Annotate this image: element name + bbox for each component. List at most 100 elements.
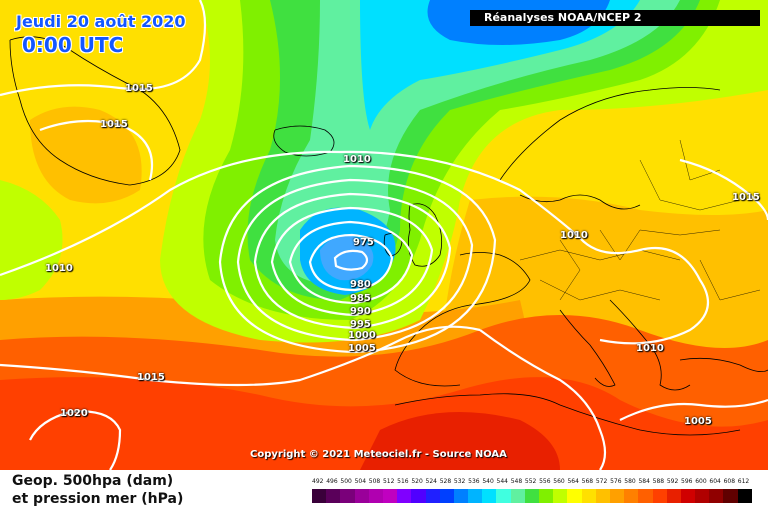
isobar-label-1015-azores: 1015 [137,372,165,383]
color-scale-label: 564 [567,478,579,485]
isobar-label-1015-greenland-south: 1015 [100,119,128,130]
isobar-label-1010-germany: 1010 [560,230,588,241]
borders-eastern-europe [639,139,761,301]
color-scale-label: 496 [326,478,338,485]
isobar-label-985: 985 [350,293,371,304]
color-scale-swatch [496,489,511,503]
isobar-1010-line-sw [479,329,607,470]
color-scale-swatch [482,489,497,503]
map-time: 0:00 UTC [22,33,124,57]
isobar-1010-line [0,150,710,345]
isobar-label-980: 980 [350,279,371,290]
color-scale-swatch [326,489,341,503]
isobar-985-line [288,220,414,305]
isobar-label-1015-greenland: 1015 [125,83,153,94]
coast-balkans-greece [609,299,691,391]
field-darkred-sahara [360,412,560,470]
coast-greenland [9,36,181,186]
isobar-1000-line [236,178,474,342]
borders-central-europe [519,229,721,301]
color-scale-swatch [624,489,639,503]
color-scale-swatch [652,489,667,503]
color-scale-swatch [312,489,327,503]
color-scale-label: 612 [737,478,750,485]
isobar-1015-line-greenland [39,119,154,181]
field-greenland-orange [30,106,142,204]
color-scale-swatch [453,489,469,503]
isobar-label-1015-russia: 1015 [732,192,760,203]
isobar-label-1000: 1000 [348,330,376,341]
color-scale-labels: 492 496 500 504 508 512 516 520 524 528 532 536 540 5… [312,478,752,487]
color-scale-label: 560 [553,478,565,485]
color-scale-swatch [737,489,752,503]
color-scale-swatch [340,489,355,503]
color-scale-label: 608 [723,478,736,485]
color-scale-label: 536 [468,478,480,485]
color-scale-label: 552 [524,478,537,485]
isobar-label-1010-west: 1010 [45,263,73,274]
isobar-label-990: 990 [350,306,371,317]
color-scale-swatch [439,489,454,503]
color-scale-label: 540 [482,478,494,485]
isobar-label-995: 995 [350,319,371,330]
color-scale-swatch [709,489,724,503]
color-scale-swatch [695,489,710,503]
color-scale-swatch [581,489,596,503]
color-scale-swatch [609,489,625,503]
isobar-1015-line-azores [0,325,481,387]
coast-italy [559,309,616,387]
coast-western-europe [394,252,531,387]
coast-turkey [679,357,768,373]
color-scale-label: 580 [624,478,636,485]
isobar-990-line [270,206,434,317]
color-scale-label: 548 [510,478,523,485]
color-scale-label: 520 [411,478,423,485]
coast-scandinavia-south [519,194,641,210]
color-scale-swatch [510,489,525,503]
field-deepred-south [0,377,768,470]
isobar-label-1005: 1005 [348,343,376,354]
color-scale-label: 528 [439,478,452,485]
color-scale-swatch [595,489,610,503]
color-scale-swatch [354,489,369,503]
color-scale-swatch [723,489,738,503]
legend-title-pressure: et pression mer (hPa) [12,491,184,507]
color-scale-swatch [680,489,696,503]
color-scale-swatch [638,489,653,503]
map-date: Jeudi 20 août 2020 [16,12,186,31]
source-banner: Réanalyses NOAA/NCEP 2 [470,10,760,26]
color-scale-swatch [468,489,483,503]
color-scale-label: 516 [397,478,409,485]
isobar-lines [0,0,768,470]
color-scale-label: 592 [666,478,679,485]
color-scale-label: 544 [496,478,508,485]
coast-north-africa [394,393,741,436]
color-scale-label: 596 [681,478,693,485]
color-scale-label: 500 [340,478,352,485]
color-scale-swatch [567,489,582,503]
color-scale-label: 556 [539,478,551,485]
color-scale-label: 572 [595,478,608,485]
isobar-1005-line-med [619,398,768,421]
color-scale-label: 524 [425,478,437,485]
color-scale-swatch [539,489,554,503]
isobar-980-line [308,233,394,292]
isobar-995-line [253,192,452,330]
color-scale-label: 532 [453,478,466,485]
color-scale-label: 576 [610,478,622,485]
color-scale-swatch [666,489,681,503]
isobar-1015-line-russia [679,158,768,221]
color-scale-label: 604 [709,478,721,485]
color-scale-label: 584 [638,478,650,485]
coast-norway [499,87,721,181]
color-scale-swatch [524,489,539,503]
color-scale-label: 568 [581,478,594,485]
isobar-label-1010-balkans: 1010 [636,343,664,354]
legend-title-geopotential: Geop. 500hpa (dam) [12,473,174,489]
isobar-1015-line-north [0,0,207,97]
copyright-notice: Copyright © 2021 Meteociel.fr - Source N… [250,449,507,460]
color-scale-swatch [553,489,568,503]
isobar-975-line [333,249,369,271]
isobar-1005-line [218,164,497,354]
